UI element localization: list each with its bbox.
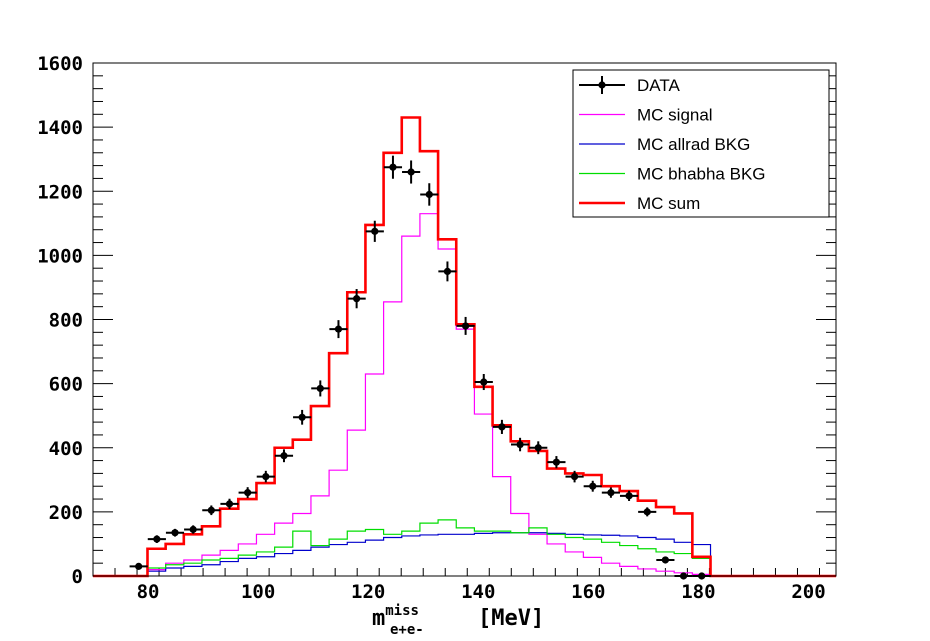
data-point [407,168,415,176]
y-axis: 0 200 400 600 800 1000 1200 1400 1600 [37,53,836,588]
x-axis: 80 100 120 140 160 180 200 [92,568,826,603]
data-point [389,163,397,171]
y-tick-label: 1000 [37,245,83,267]
legend-label: MC signal [637,106,713,125]
legend-label: DATA [637,76,680,95]
data-point [607,489,615,497]
data-point [443,267,452,276]
data-point [570,473,579,481]
x-tick-label: 100 [241,581,275,603]
x-axis-title-sub: e+e- [390,622,424,638]
y-tick-label: 0 [72,566,83,588]
data-points-layer [129,155,711,580]
legend-label: MC allrad BKG [637,135,750,154]
data-point [516,440,524,449]
y-tick-label: 200 [49,502,83,524]
data-point [189,525,197,534]
data-point [244,489,252,497]
x-axis-title-base: m [372,606,385,631]
data-point [552,458,561,466]
series-mc-bhabha-bkg [93,519,836,577]
x-tick-label: 160 [571,581,605,603]
y-tick-label: 1200 [37,181,83,203]
x-axis-title-sup: miss [385,603,419,619]
series-mc-signal [93,213,836,577]
y-tick-label: 800 [49,310,83,332]
legend-marker-dot [598,81,606,89]
legend-label: MC sum [637,194,700,213]
legend: DATA MC signal MC allrad BKG MC bhabha BKG M… [572,69,830,218]
x-tick-label: 200 [791,581,825,603]
data-point [425,190,433,199]
data-point [498,423,506,431]
series-mc-allrad-bkg [93,532,836,577]
data-point [480,378,488,386]
data-point [589,482,597,490]
y-tick-label: 400 [49,438,83,460]
data-point [334,325,343,333]
data-point [207,506,215,514]
y-tick-label: 1400 [37,117,83,139]
x-tick-label: 140 [461,581,495,603]
data-point [625,492,633,500]
x-tick-label: 120 [351,581,385,603]
data-point [643,508,651,516]
data-point [225,500,234,508]
y-tick-label: 1600 [37,53,83,75]
data-point [353,295,361,303]
data-point [316,384,324,393]
series-layer [93,116,836,578]
data-point [262,473,270,481]
data-point [280,452,288,460]
x-tick-label: 180 [681,581,715,603]
data-point [661,556,669,564]
series-mc-sum [93,116,836,578]
y-tick-label: 600 [49,374,83,396]
x-axis-title-units: [MeV] [478,606,544,631]
x-axis-title: mmiss [372,603,419,631]
data-point [371,227,379,235]
data-point [135,562,143,570]
legend-label: MC bhabha BKG [637,165,766,184]
data-point [153,535,161,543]
plot-frame [92,62,837,577]
data-point [298,413,306,421]
x-tick-label: 80 [137,581,160,603]
data-point [534,444,542,452]
data-point [462,322,470,330]
data-point [171,529,179,537]
